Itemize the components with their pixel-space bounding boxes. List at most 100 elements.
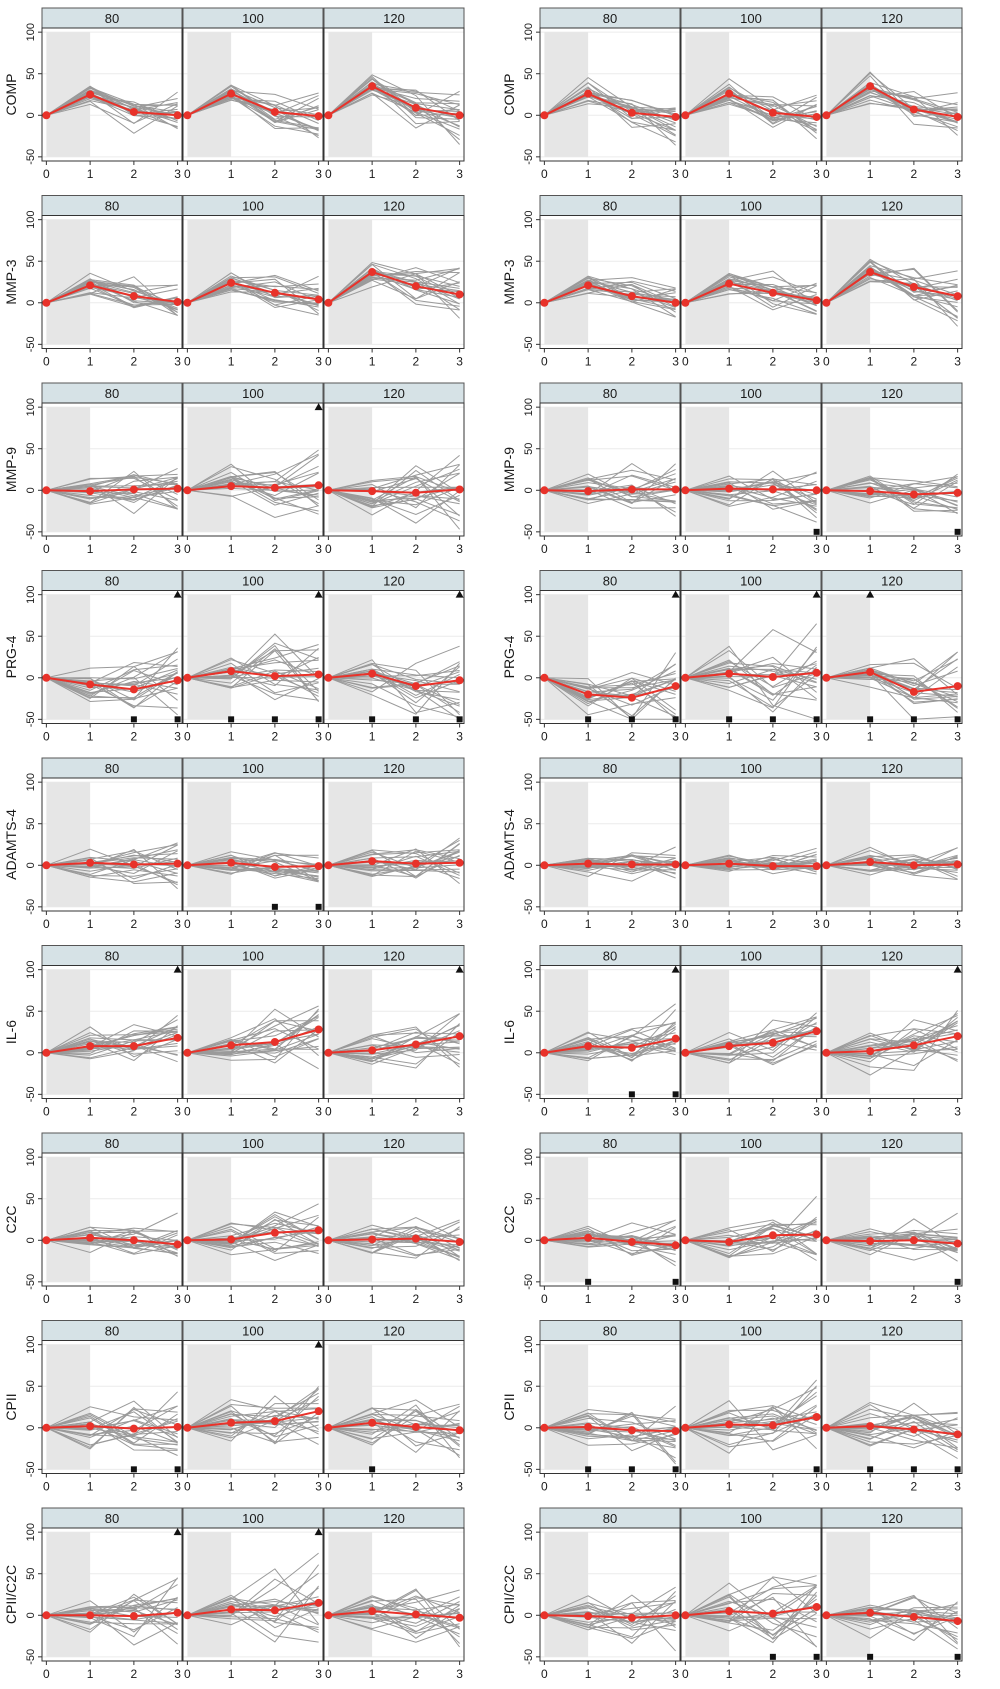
panel-120: 120 0 1 2 3 <box>821 757 963 931</box>
mean-point <box>368 1418 377 1427</box>
x-tick-label: 3 <box>672 730 679 744</box>
mean-point <box>227 482 236 491</box>
subject-line <box>826 266 958 304</box>
strip-label: 100 <box>740 1324 762 1339</box>
mean-point <box>725 1237 734 1246</box>
subject-line <box>685 478 817 519</box>
group-2: PRG-4 -50 0 50 100 80 0 1 2 3 100 0 1 2 3 120 0 1 2 3 <box>501 570 963 744</box>
mean-point <box>584 1233 593 1242</box>
subject-line <box>187 1596 319 1629</box>
subject-line <box>826 1032 958 1054</box>
lower-limit-marker <box>585 716 592 723</box>
mean-point <box>368 669 377 678</box>
y-axis-label: C2C <box>3 1205 19 1233</box>
subject-line <box>328 463 460 491</box>
mean-point <box>671 682 680 691</box>
mean-point <box>768 1231 777 1240</box>
x-tick-label: 0 <box>184 1105 191 1119</box>
y-tick-label: 50 <box>523 818 535 830</box>
mean-point <box>314 481 323 490</box>
panel-border <box>323 965 465 1099</box>
y-axis-label: C2C <box>501 1205 517 1233</box>
shaded-region <box>187 594 232 720</box>
upper-limit-marker <box>314 1528 323 1536</box>
y-tick-label: 100 <box>523 585 535 603</box>
strip-label: 100 <box>740 574 762 589</box>
mean-line <box>328 488 460 494</box>
mean-line <box>826 860 958 867</box>
strip-label: 100 <box>740 199 762 214</box>
shaded-region <box>685 782 730 907</box>
mean-point <box>324 1423 333 1432</box>
lower-limit-marker <box>130 716 137 723</box>
panel-border <box>41 215 183 349</box>
shaded-region <box>685 1344 730 1470</box>
y-tick-label: -50 <box>523 711 535 727</box>
subject-line <box>46 1593 178 1633</box>
mean-line <box>544 1425 676 1433</box>
group-2: IL-6 -50 0 50 100 80 0 1 2 3 100 0 1 2 3 120 0 1 2 3 <box>501 945 963 1119</box>
panel-120: 120 0 1 2 3 <box>323 570 465 744</box>
mean-point <box>455 1237 464 1246</box>
x-tick-label: 2 <box>272 917 279 931</box>
mean-point <box>681 486 690 495</box>
mean-point <box>455 485 464 494</box>
mean-line <box>685 1416 817 1429</box>
subject-line <box>187 662 319 694</box>
mean-point <box>681 861 690 870</box>
subject-line <box>328 1046 460 1065</box>
x-tick-label: 0 <box>43 730 50 744</box>
panel-border <box>680 777 822 912</box>
x-tick-label: 2 <box>413 1480 420 1494</box>
group-1: ADAMTS-4 -50 0 50 100 80 0 1 2 3 100 0 1 2 3 120 0 1 2 3 <box>3 757 465 931</box>
subject-line <box>544 1225 676 1248</box>
y-tick-label: 100 <box>523 960 535 978</box>
x-tick-label: 3 <box>456 1292 463 1306</box>
mean-point <box>270 288 279 297</box>
panel-120: 120 0 1 2 3 <box>821 7 963 181</box>
x-tick-label: 1 <box>369 355 376 369</box>
subject-line <box>46 87 178 130</box>
x-tick-label: 0 <box>43 1292 50 1306</box>
subject-line <box>328 489 460 524</box>
mean-point <box>86 1042 95 1051</box>
mean-point <box>627 1426 636 1435</box>
subject-line <box>685 101 817 124</box>
x-tick-label: 2 <box>770 730 777 744</box>
y-tick-label: 0 <box>25 487 37 493</box>
subject-line <box>685 1026 817 1058</box>
mean-point <box>627 1237 636 1246</box>
lower-limit-marker <box>174 716 181 723</box>
x-tick-label: 2 <box>629 1480 636 1494</box>
subject-line <box>685 270 817 306</box>
subject-line <box>46 272 178 305</box>
group-2: MMP-3 -50 0 50 100 80 0 1 2 3 100 0 1 2 3 120 0 1 2 3 <box>501 195 963 369</box>
y-tick-label: 50 <box>25 630 37 642</box>
mean-line <box>46 676 178 691</box>
subject-line <box>685 1406 817 1448</box>
subject-line <box>685 1585 817 1616</box>
lower-limit-marker <box>954 1466 961 1473</box>
subject-line <box>544 1021 676 1062</box>
x-tick-label: 2 <box>131 1292 138 1306</box>
x-tick-label: 1 <box>726 1480 733 1494</box>
x-tick-label: 1 <box>726 1667 733 1681</box>
x-tick-label: 0 <box>43 542 50 556</box>
strip-label: 100 <box>242 574 264 589</box>
y-tick-label: 0 <box>25 675 37 681</box>
subject-line <box>187 642 319 680</box>
strip-label: 120 <box>881 1324 903 1339</box>
x-tick-label: 2 <box>629 355 636 369</box>
x-tick-label: 2 <box>413 542 420 556</box>
panel-80: 80 0 1 2 3 <box>539 1132 681 1306</box>
subject-line <box>685 1409 817 1429</box>
x-tick-label: 0 <box>682 355 689 369</box>
strip-label: 100 <box>740 11 762 26</box>
x-tick-label: 2 <box>272 355 279 369</box>
panel-100: 100 0 1 2 3 <box>182 757 324 931</box>
y-tick-label: -50 <box>25 1461 37 1477</box>
subject-line <box>685 674 817 688</box>
mean-point <box>86 858 95 867</box>
